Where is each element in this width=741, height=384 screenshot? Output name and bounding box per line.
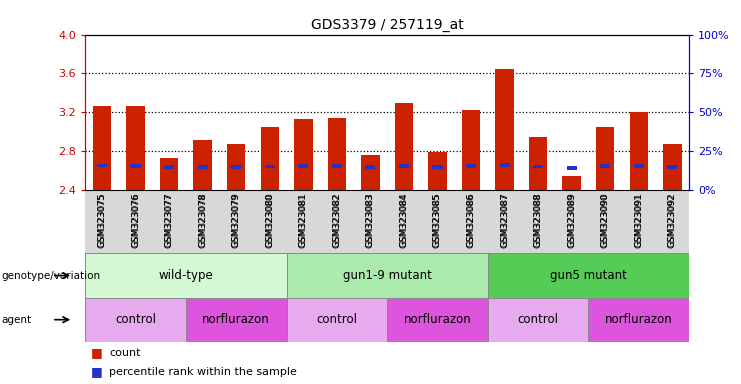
Text: gun5 mutant: gun5 mutant [550, 269, 627, 282]
Text: control: control [518, 313, 559, 326]
Bar [499, 163, 510, 167]
Bar [160, 158, 179, 190]
Text: GSM323091: GSM323091 [634, 193, 643, 248]
Text: GSM323079: GSM323079 [232, 192, 241, 247]
Text: ■: ■ [91, 346, 103, 359]
Text: GSM323082: GSM323082 [333, 193, 342, 248]
Bar [361, 155, 379, 190]
Text: GSM323084: GSM323084 [399, 192, 408, 247]
Title: GDS3379 / 257119_at: GDS3379 / 257119_at [310, 18, 464, 32]
Text: ■: ■ [91, 365, 103, 378]
Text: GSM323087: GSM323087 [500, 192, 509, 247]
Bar [287, 298, 387, 342]
Text: GSM323081: GSM323081 [299, 193, 308, 248]
Text: norflurazon: norflurazon [404, 313, 471, 326]
Text: GSM323090: GSM323090 [601, 192, 610, 247]
Text: GSM323077: GSM323077 [165, 193, 173, 248]
Text: GSM323092: GSM323092 [668, 193, 677, 248]
Bar [562, 175, 581, 190]
Text: GSM323092: GSM323092 [668, 192, 677, 247]
Bar [387, 298, 488, 342]
Text: count: count [110, 348, 141, 358]
Text: GSM323078: GSM323078 [198, 193, 207, 248]
Bar [186, 298, 287, 342]
Bar [496, 69, 514, 190]
Text: percentile rank within the sample: percentile rank within the sample [110, 367, 297, 377]
Bar [294, 119, 313, 190]
Text: GSM323076: GSM323076 [131, 193, 140, 248]
Bar [634, 164, 644, 168]
Bar [198, 165, 207, 169]
Bar [97, 164, 107, 167]
Text: GSM323083: GSM323083 [366, 193, 375, 248]
Text: GSM323080: GSM323080 [265, 192, 274, 247]
Bar [265, 164, 275, 168]
Bar [93, 106, 111, 190]
Bar [227, 144, 245, 190]
Text: genotype/variation: genotype/variation [1, 270, 101, 281]
Bar [193, 139, 212, 190]
Text: control: control [115, 313, 156, 326]
Bar [488, 253, 689, 298]
Bar [399, 164, 409, 168]
Text: GSM323088: GSM323088 [534, 192, 542, 247]
Bar [428, 152, 447, 190]
Bar [462, 110, 480, 190]
Bar [395, 103, 413, 190]
Bar [668, 165, 677, 169]
Bar [328, 118, 346, 190]
Bar [261, 127, 279, 190]
Text: GSM323090: GSM323090 [601, 193, 610, 248]
Bar [298, 164, 308, 168]
Bar [488, 298, 588, 342]
Text: GSM323086: GSM323086 [467, 192, 476, 247]
Text: GSM323085: GSM323085 [433, 193, 442, 248]
Bar [126, 106, 144, 190]
Text: GSM323075: GSM323075 [98, 192, 107, 247]
Bar [588, 298, 689, 342]
Text: GSM323078: GSM323078 [198, 192, 207, 247]
Bar [332, 164, 342, 168]
Bar [466, 164, 476, 168]
Bar [287, 253, 488, 298]
Text: GSM323084: GSM323084 [399, 193, 408, 248]
Text: GSM323077: GSM323077 [165, 192, 173, 247]
Bar [529, 137, 548, 190]
Bar [164, 166, 174, 169]
Text: GSM323076: GSM323076 [131, 192, 140, 247]
Text: GSM323079: GSM323079 [232, 193, 241, 248]
Text: GSM323082: GSM323082 [333, 192, 342, 247]
Text: wild-type: wild-type [159, 269, 213, 282]
Text: norflurazon: norflurazon [202, 313, 270, 326]
Text: GSM323083: GSM323083 [366, 192, 375, 247]
Text: agent: agent [1, 314, 32, 325]
Text: GSM323081: GSM323081 [299, 192, 308, 247]
Text: gun1-9 mutant: gun1-9 mutant [343, 269, 431, 282]
Bar [365, 165, 376, 169]
Text: GSM323086: GSM323086 [467, 193, 476, 248]
Bar [600, 164, 611, 168]
Text: GSM323088: GSM323088 [534, 193, 542, 248]
Text: GSM323089: GSM323089 [567, 193, 576, 248]
Bar [130, 164, 141, 168]
Bar [231, 165, 242, 169]
Bar [596, 127, 614, 190]
Text: norflurazon: norflurazon [605, 313, 673, 326]
Text: GSM323087: GSM323087 [500, 193, 509, 248]
Text: GSM323085: GSM323085 [433, 192, 442, 247]
Text: GSM323089: GSM323089 [567, 192, 576, 247]
Text: GSM323080: GSM323080 [265, 193, 274, 248]
Bar [85, 298, 186, 342]
Bar [630, 112, 648, 190]
Text: control: control [316, 313, 357, 326]
Bar [567, 166, 576, 170]
Text: GSM323091: GSM323091 [634, 192, 643, 247]
Bar [85, 253, 287, 298]
Text: GSM323075: GSM323075 [98, 193, 107, 248]
Bar [533, 164, 543, 168]
Bar [663, 144, 682, 190]
Bar [433, 166, 442, 169]
